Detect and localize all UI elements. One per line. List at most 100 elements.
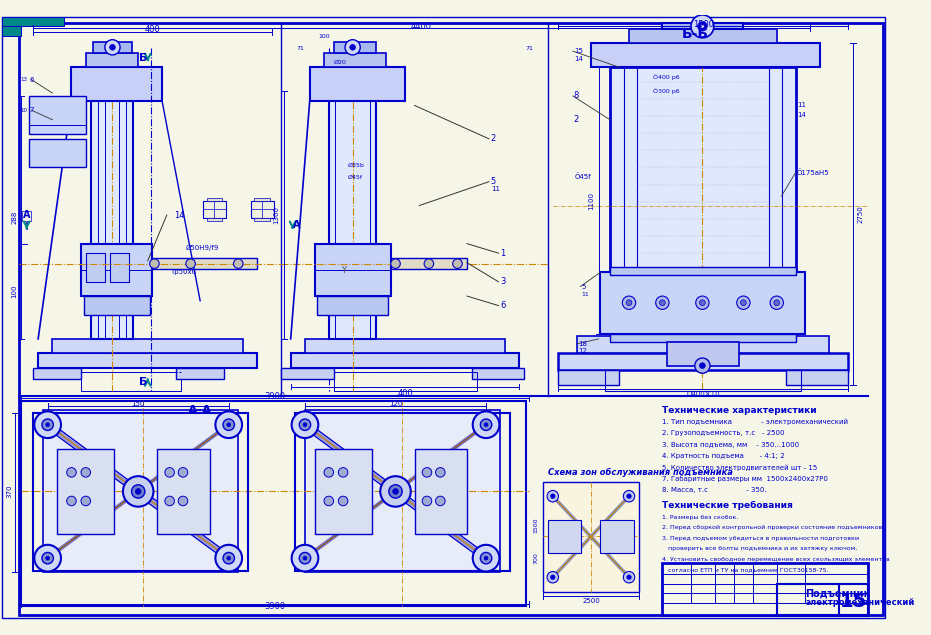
- Text: 370: 370: [7, 485, 12, 498]
- Circle shape: [691, 15, 714, 37]
- Bar: [591, 43, 819, 67]
- Bar: [2, 26, 21, 36]
- Bar: [29, 139, 86, 168]
- Text: 3900: 3900: [263, 392, 285, 401]
- Bar: [472, 368, 524, 379]
- Text: 4. Кратность подъема       - 4:1; 2: 4. Кратность подъема - 4:1; 2: [662, 453, 785, 459]
- Circle shape: [380, 476, 411, 507]
- Bar: [315, 244, 391, 296]
- Circle shape: [135, 488, 142, 494]
- Circle shape: [700, 24, 705, 28]
- Text: 1. Размеры без скобок.: 1. Размеры без скобок.: [662, 514, 739, 519]
- Circle shape: [223, 552, 235, 564]
- Circle shape: [623, 490, 635, 502]
- Text: 7. Габаритные размеры мм  1500х2400х27P0: 7. Габаритные размеры мм 1500х2400х27P0: [662, 476, 829, 483]
- Bar: [629, 29, 776, 43]
- Bar: [610, 67, 796, 334]
- Bar: [207, 218, 223, 221]
- Circle shape: [452, 259, 462, 269]
- Circle shape: [324, 496, 333, 505]
- Bar: [600, 520, 634, 553]
- Text: 5: 5: [491, 177, 496, 186]
- Bar: [57, 448, 115, 534]
- Text: Технические характеристики: Технические характеристики: [662, 406, 817, 415]
- Text: Технические требования: Технические требования: [662, 501, 793, 511]
- Bar: [544, 482, 639, 592]
- Text: 11: 11: [797, 102, 805, 109]
- Bar: [324, 53, 386, 67]
- Bar: [600, 272, 805, 334]
- Text: 400: 400: [144, 25, 160, 34]
- Circle shape: [178, 496, 188, 505]
- Bar: [776, 584, 869, 615]
- Bar: [34, 368, 81, 379]
- Bar: [391, 258, 467, 269]
- Text: 14: 14: [797, 112, 805, 118]
- Text: 3900: 3900: [263, 602, 285, 612]
- Text: 1: 1: [500, 249, 506, 258]
- Text: 4. Установить свободное перемещение всех скользящих элементов: 4. Установить свободное перемещение всех…: [662, 557, 890, 561]
- Bar: [110, 253, 128, 282]
- Text: Б: Б: [140, 377, 148, 387]
- Bar: [310, 67, 405, 101]
- Text: 2750: 2750: [857, 205, 864, 223]
- Text: 1100: 1100: [587, 192, 594, 210]
- Bar: [668, 342, 738, 366]
- Text: 10: 10: [20, 108, 27, 112]
- Text: 2: 2: [573, 115, 579, 124]
- Circle shape: [81, 467, 90, 477]
- Text: 8. Масса, т.с                 - 350.: 8. Масса, т.с - 350.: [662, 488, 767, 493]
- Bar: [558, 370, 619, 385]
- Text: 11: 11: [491, 186, 500, 192]
- Circle shape: [480, 419, 492, 431]
- Circle shape: [736, 296, 750, 309]
- Circle shape: [547, 490, 559, 502]
- Text: 288: 288: [11, 210, 17, 224]
- Text: 15: 15: [840, 592, 867, 610]
- Circle shape: [186, 259, 196, 269]
- Text: 14: 14: [573, 56, 583, 62]
- Text: Õ300 p6: Õ300 p6: [653, 88, 680, 94]
- Bar: [21, 401, 526, 606]
- Circle shape: [67, 467, 76, 477]
- Circle shape: [291, 411, 318, 438]
- Bar: [90, 91, 133, 339]
- Bar: [86, 53, 138, 67]
- Circle shape: [227, 423, 231, 427]
- Circle shape: [484, 556, 488, 560]
- Circle shape: [46, 556, 49, 560]
- Text: 13: 13: [20, 77, 27, 82]
- Bar: [86, 253, 105, 282]
- Bar: [34, 413, 248, 570]
- Bar: [576, 336, 830, 353]
- Circle shape: [391, 259, 400, 269]
- Text: Ø35b: Ø35b: [348, 163, 365, 168]
- Circle shape: [484, 423, 488, 427]
- Circle shape: [627, 300, 632, 305]
- Text: 1500: 1500: [533, 517, 538, 533]
- Circle shape: [547, 572, 559, 583]
- Circle shape: [304, 423, 307, 427]
- Circle shape: [350, 44, 356, 50]
- Circle shape: [627, 494, 631, 498]
- Circle shape: [473, 411, 499, 438]
- Text: 11: 11: [581, 291, 589, 297]
- Bar: [81, 244, 153, 296]
- Bar: [22, 211, 32, 221]
- Text: Ø20: Ø20: [333, 60, 346, 65]
- Circle shape: [389, 485, 402, 498]
- Bar: [203, 201, 226, 218]
- Circle shape: [46, 423, 49, 427]
- Circle shape: [695, 296, 709, 309]
- Text: 4400: 4400: [411, 22, 432, 31]
- Text: Õ175аH5: Õ175аH5: [797, 169, 830, 175]
- Circle shape: [659, 300, 666, 305]
- Circle shape: [699, 300, 706, 305]
- Text: 700: 700: [533, 552, 538, 564]
- Circle shape: [67, 496, 76, 505]
- Text: 3: 3: [500, 277, 506, 286]
- Circle shape: [774, 300, 779, 305]
- Bar: [254, 198, 270, 201]
- Circle shape: [655, 296, 669, 309]
- Bar: [329, 91, 376, 339]
